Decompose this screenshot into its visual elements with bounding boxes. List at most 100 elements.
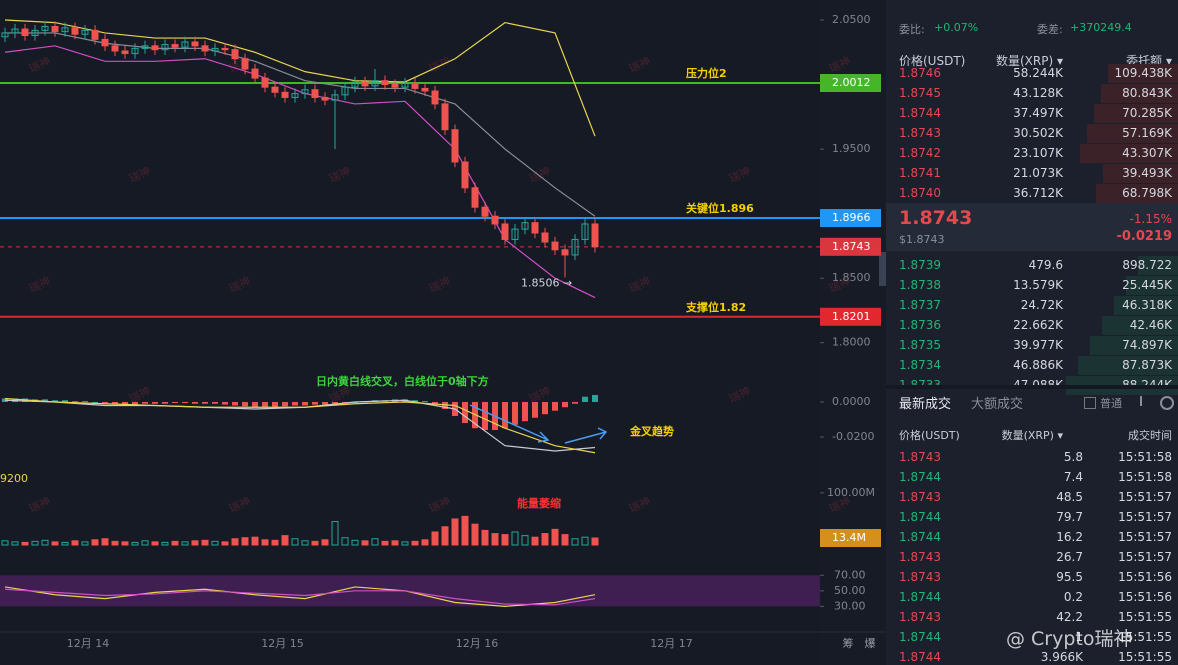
collapse-handle[interactable] bbox=[879, 252, 886, 286]
volume-bar bbox=[231, 538, 239, 546]
macd-bar bbox=[272, 401, 278, 408]
volume-bar bbox=[181, 541, 189, 546]
candle-body bbox=[481, 206, 489, 217]
price-tag bbox=[820, 209, 881, 228]
price-tag bbox=[820, 307, 881, 326]
candle-body bbox=[91, 29, 99, 40]
level-annotation: 压力位2 bbox=[686, 66, 727, 80]
bid-row: 1.8734 bbox=[899, 358, 941, 372]
macd-bar bbox=[72, 401, 78, 403]
candle-body bbox=[471, 187, 479, 208]
price-tag bbox=[820, 529, 881, 548]
volume-bar bbox=[101, 538, 109, 546]
candle-body bbox=[321, 96, 329, 101]
candle-body bbox=[311, 89, 319, 98]
volume-bar bbox=[441, 526, 449, 546]
volume-bar bbox=[331, 521, 339, 546]
bid-row: 1.8737 bbox=[899, 298, 941, 312]
trade-price: 1.8743 bbox=[899, 570, 941, 584]
candle-body bbox=[521, 222, 529, 230]
trade-time: 15:51:55 bbox=[1118, 630, 1172, 644]
ask-row: 37.497K bbox=[1013, 106, 1063, 120]
arrow bbox=[469, 404, 608, 444]
volume-bar bbox=[291, 538, 299, 546]
depth-bar bbox=[1114, 296, 1178, 315]
trade-qty: 5.8 bbox=[1063, 450, 1083, 464]
trade-time: 15:51:56 bbox=[1118, 590, 1172, 604]
depth-bar bbox=[1078, 356, 1178, 375]
rsi-band bbox=[0, 575, 820, 607]
y-tick-label: 50.00 bbox=[834, 584, 866, 597]
macd-bar bbox=[132, 401, 138, 405]
volume-bar bbox=[391, 540, 399, 546]
depth-bar bbox=[1126, 276, 1178, 295]
tab[interactable]: 最新成交 bbox=[899, 397, 952, 412]
depth-bar bbox=[1102, 316, 1178, 335]
candle-body bbox=[251, 68, 259, 79]
macd-bar bbox=[182, 401, 188, 403]
candle-body bbox=[331, 94, 339, 101]
trade-qty: 26.7 bbox=[1056, 550, 1083, 564]
volume-bar bbox=[131, 541, 139, 546]
volume-bar bbox=[491, 533, 499, 546]
volume-bar bbox=[261, 539, 269, 546]
candle-body bbox=[531, 222, 539, 234]
volume-bar bbox=[581, 536, 589, 546]
depth-bar bbox=[1103, 164, 1178, 183]
depth-bar bbox=[1101, 84, 1178, 103]
candle-body bbox=[461, 161, 469, 189]
candle-body bbox=[401, 82, 409, 88]
section-divider bbox=[886, 385, 1178, 389]
corner-label: 筹 bbox=[843, 636, 854, 650]
candle-body bbox=[241, 58, 249, 70]
trade-qty: 48.5 bbox=[1056, 490, 1083, 504]
macd-bar bbox=[582, 396, 588, 402]
volume-bar bbox=[241, 537, 249, 546]
trade-price: 1.8744 bbox=[899, 650, 941, 664]
macd-bar bbox=[502, 401, 508, 429]
depth-bar bbox=[1108, 64, 1178, 83]
bid-row: 87.873K bbox=[1122, 358, 1172, 372]
ask-row: 109.438K bbox=[1114, 66, 1173, 80]
depth-bar bbox=[1138, 256, 1178, 275]
trade-time: 15:51:57 bbox=[1118, 490, 1172, 504]
candle-body bbox=[361, 81, 369, 87]
macd-bar bbox=[522, 401, 528, 422]
candle-body bbox=[581, 223, 589, 240]
volume-bar bbox=[1, 540, 9, 546]
volume-bar bbox=[161, 541, 169, 546]
filter-label: 普通 bbox=[1100, 397, 1122, 410]
bid-row: 479.6 bbox=[1028, 258, 1063, 272]
price-tag-label: 1.8966 bbox=[832, 211, 871, 224]
candle-body bbox=[351, 81, 359, 88]
macd-bar bbox=[512, 401, 518, 425]
volume-bar bbox=[471, 523, 479, 546]
tab[interactable]: 大额成交 bbox=[971, 397, 1024, 412]
y-tick-label: 1.9500 bbox=[832, 142, 871, 155]
trade-time: 15:51:56 bbox=[1118, 570, 1172, 584]
trade-qty: 16.2 bbox=[1056, 530, 1083, 544]
indicator-line bbox=[4, 19, 596, 137]
volume-bar bbox=[561, 534, 569, 546]
ask-row: 21.073K bbox=[1013, 166, 1063, 180]
candle-body bbox=[541, 232, 549, 243]
checkbox[interactable] bbox=[1084, 397, 1096, 409]
value: +0.07% bbox=[934, 21, 979, 34]
macd-bar bbox=[42, 399, 48, 402]
trade-price: 1.8744 bbox=[899, 510, 941, 524]
volume-bar bbox=[351, 539, 359, 546]
volume-bar bbox=[341, 537, 349, 546]
trade-time: 15:51:57 bbox=[1118, 530, 1172, 544]
bid-row: 22.662K bbox=[1013, 318, 1063, 332]
candle-body bbox=[101, 38, 109, 47]
candle-body bbox=[411, 82, 419, 89]
candle-body bbox=[11, 28, 19, 34]
macd-bar bbox=[52, 400, 58, 402]
volume-bar bbox=[121, 541, 129, 546]
candle-body bbox=[491, 215, 499, 225]
candle-body bbox=[571, 238, 579, 256]
ask-row: 43.128K bbox=[1013, 86, 1063, 100]
order-book-panel: 委比: +0.07% 委差: +370249.4 价格(USDT) 数量(XRP) ▾ 委托… bbox=[886, 0, 1178, 665]
volume-bar bbox=[551, 528, 559, 546]
